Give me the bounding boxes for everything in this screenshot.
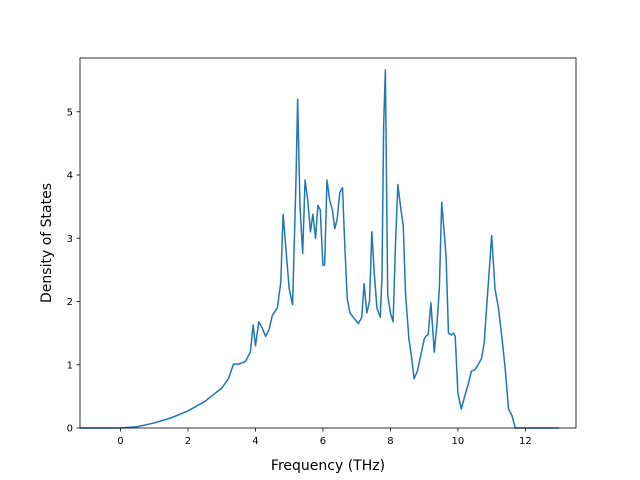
y-axis-ticks: 0 1 2 3 4 5 <box>67 107 80 435</box>
y-tick-label: 4 <box>67 171 73 182</box>
x-tick-label: 8 <box>387 436 393 447</box>
x-tick-label: 0 <box>117 436 123 447</box>
plot-area <box>80 58 576 428</box>
x-axis-label: Frequency (THz) <box>271 458 385 474</box>
x-tick-label: 6 <box>320 436 326 447</box>
x-tick-label: 10 <box>452 436 465 447</box>
y-tick-label: 1 <box>67 360 73 371</box>
series-layer <box>80 69 560 429</box>
y-tick-label: 2 <box>67 297 73 308</box>
x-tick-label: 4 <box>252 436 258 447</box>
x-tick-label: 2 <box>185 436 191 447</box>
y-axis-label: Density of States <box>39 183 55 303</box>
y-tick-label: 5 <box>67 107 73 118</box>
y-tick-label: 0 <box>67 424 73 435</box>
dos-series-line <box>80 69 560 429</box>
x-tick-label: 12 <box>519 436 532 447</box>
plot-frame <box>79 57 577 429</box>
y-tick-label: 3 <box>67 234 73 245</box>
